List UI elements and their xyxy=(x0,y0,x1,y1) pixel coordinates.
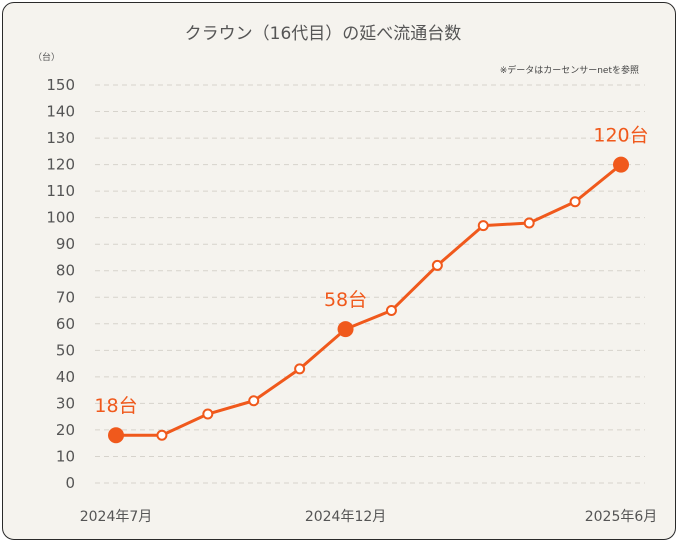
data-point xyxy=(294,363,306,375)
y-tick-label: 120 xyxy=(46,156,75,174)
data-point xyxy=(569,196,581,208)
y-tick-label: 60 xyxy=(56,315,75,333)
data-point xyxy=(431,259,443,271)
y-axis-ticks: 0 10 20 30 40 50 60 70 80 90 100 110 120 130 140 150 xyxy=(46,76,75,492)
y-tick-label: 70 xyxy=(56,288,75,306)
y-tick-label: 0 xyxy=(65,474,75,492)
x-tick-label: 2025年6月 xyxy=(585,509,658,525)
data-label: 58台 xyxy=(324,289,367,311)
data-label: 18台 xyxy=(94,395,137,417)
data-point xyxy=(523,217,535,229)
highlight-point xyxy=(613,156,629,173)
chart-title: クラウン（16代目）の延べ流通台数 xyxy=(185,24,462,44)
x-tick-label: 2024年7月 xyxy=(80,509,153,525)
y-tick-label: 20 xyxy=(56,421,75,439)
y-tick-label: 40 xyxy=(56,368,75,386)
y-tick-label: 90 xyxy=(56,235,75,253)
highlight-point xyxy=(337,321,354,338)
gridlines xyxy=(95,84,645,484)
y-tick-label: 140 xyxy=(46,103,75,121)
y-tick-label: 100 xyxy=(46,209,75,227)
data-point xyxy=(477,220,489,232)
y-tick-label: 130 xyxy=(46,129,75,147)
data-point xyxy=(385,305,397,317)
y-tick-label: 30 xyxy=(56,394,75,412)
source-note: ※データはカーセンサーnetを参照 xyxy=(500,64,639,76)
data-label: 120台 xyxy=(593,125,648,147)
data-point xyxy=(202,408,214,420)
y-tick-label: 80 xyxy=(56,262,75,280)
series-line xyxy=(116,163,622,437)
y-tick-label: 150 xyxy=(46,76,75,94)
x-axis-ticks: 2024年7月 2024年12月 2025年6月 xyxy=(80,509,658,525)
data-labels: 18台 58台 120台 xyxy=(94,125,648,418)
y-tick-label: 110 xyxy=(46,182,75,200)
y-tick-label: 50 xyxy=(56,341,75,359)
data-points xyxy=(108,156,629,444)
line-chart: クラウン（16代目）の延べ流通台数 （台） ※データはカーセンサーnetを参照 … xyxy=(33,24,658,525)
x-tick-label: 2024年12月 xyxy=(305,509,386,525)
y-axis-unit: （台） xyxy=(33,51,60,63)
y-tick-label: 10 xyxy=(56,447,75,465)
highlight-point xyxy=(108,427,124,444)
data-point xyxy=(248,395,260,407)
data-point xyxy=(156,429,168,441)
